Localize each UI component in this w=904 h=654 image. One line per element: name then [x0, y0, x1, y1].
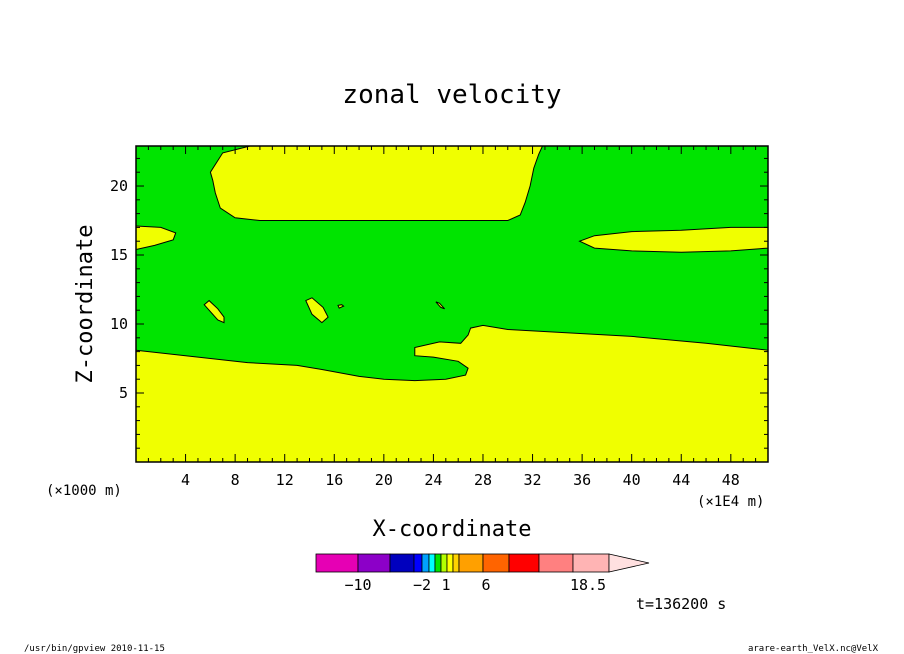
footer-right: arare-earth_VelX.nc@VelX: [748, 644, 879, 654]
colorbar-segment: [572, 553, 610, 573]
x-tick-label: 40: [623, 471, 641, 489]
colorbar-segment: [446, 553, 454, 573]
colorbar-label: −2: [413, 576, 431, 594]
y-axis-label: Z-coordinate: [73, 225, 98, 384]
colorbar-label: 18.5: [570, 576, 606, 594]
region-right-lens: [578, 226, 768, 253]
x-tick-label: 44: [672, 471, 690, 489]
colorbar-segment: [428, 553, 436, 573]
y-tick-label: 5: [119, 384, 128, 402]
colorbar-arrow: [608, 553, 650, 573]
x-tick-label: 32: [524, 471, 542, 489]
plot-area: [135, 145, 769, 463]
colorbar-segment: [357, 553, 391, 573]
time-label: t=136200 s: [636, 595, 726, 613]
colorbar-label: 1: [441, 576, 450, 594]
colorbar-segment: [508, 553, 540, 573]
colorbar-label: 6: [481, 576, 490, 594]
y-tick-label: 10: [110, 315, 128, 333]
colorbar-segment: [389, 553, 415, 573]
colorbar-segment: [482, 553, 510, 573]
region-upper-block: [209, 146, 544, 221]
region-left-lens: [136, 225, 177, 251]
region-blob-a: [203, 299, 225, 324]
x-tick-label: 36: [573, 471, 591, 489]
x-tick-label: 8: [231, 471, 240, 489]
y-tick-label: 15: [110, 246, 128, 264]
colorbar-segment: [440, 553, 448, 573]
x-tick-label: 16: [325, 471, 343, 489]
colorbar-segment: [452, 553, 460, 573]
x-tick-label: 28: [474, 471, 492, 489]
x-unit-right: (×1E4 m): [697, 494, 764, 510]
colorbar-segment: [434, 553, 442, 573]
footer-left: /usr/bin/gpview 2010-11-15: [24, 644, 165, 654]
x-tick-label: 20: [375, 471, 393, 489]
region-blob-c: [337, 304, 345, 309]
colorbar-segment: [421, 553, 430, 573]
region-blob-b: [305, 297, 329, 324]
colorbar-segment: [315, 553, 359, 573]
x-unit-left: (×1000 m): [46, 483, 122, 499]
chart-title: zonal velocity: [342, 80, 561, 110]
y-axis-ticks: 5 10 15 20: [110, 157, 768, 449]
x-axis-ticks: 4 8 12 16 20 24 28 32 36 40 44 48: [147, 146, 757, 489]
region-blob-d: [435, 301, 445, 310]
colorbar-segment: [458, 553, 484, 573]
y-tick-label: 20: [110, 177, 128, 195]
x-tick-label: 48: [722, 471, 740, 489]
colorbar-label: −10: [344, 576, 371, 594]
colorbar-segment: [413, 553, 423, 573]
x-tick-label: 4: [181, 471, 190, 489]
colorbar: −10 −2 1 6 18.5: [315, 553, 650, 594]
colorbar-segment: [538, 553, 574, 573]
x-axis-label: X-coordinate: [373, 517, 532, 542]
plot-frame: [135, 145, 769, 463]
x-tick-label: 12: [276, 471, 294, 489]
region-bottom-layer: [136, 324, 768, 462]
x-tick-label: 24: [424, 471, 442, 489]
